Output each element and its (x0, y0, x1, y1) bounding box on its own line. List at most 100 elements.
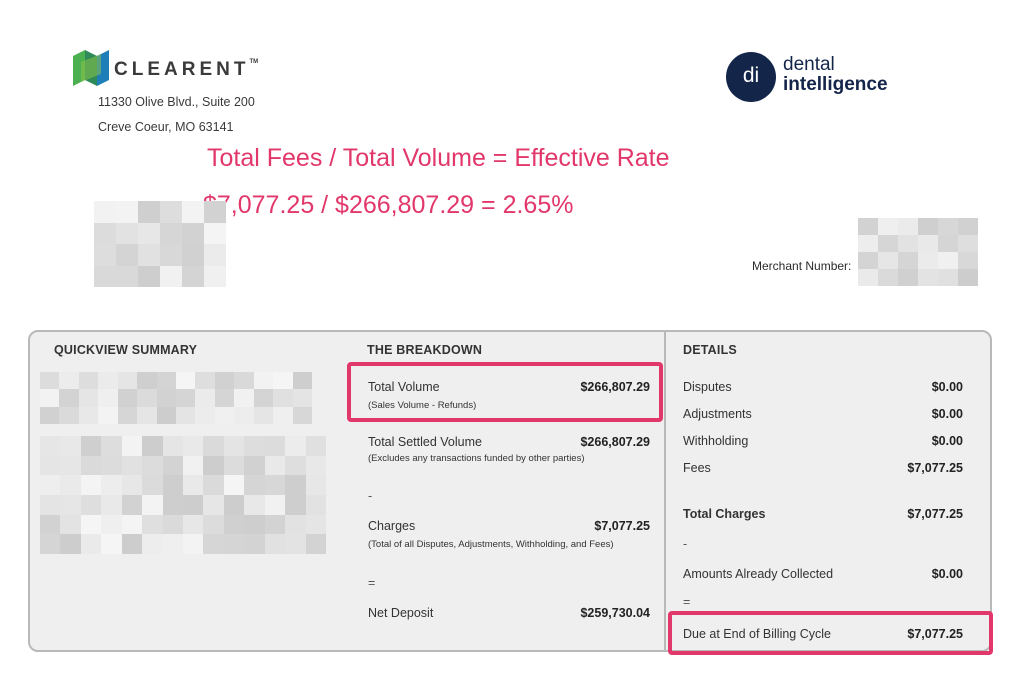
redaction-cell (183, 514, 204, 535)
redaction-cell (116, 201, 138, 223)
redaction-cell (121, 514, 143, 535)
total-charges-value: $7,077.25 (907, 507, 963, 521)
redaction-cell (234, 372, 254, 390)
fees-label: Fees (683, 461, 711, 475)
redaction-cell (142, 455, 163, 476)
details-equals-symbol: = (683, 595, 691, 609)
redaction-cell (183, 455, 204, 476)
breakdown-equals-symbol: = (368, 576, 376, 590)
redaction-cell (60, 455, 81, 476)
redaction-cell (264, 494, 286, 515)
redaction-cell (305, 475, 326, 495)
redaction-cell (121, 494, 143, 515)
redaction-cell (285, 436, 306, 456)
redaction-cell (40, 494, 61, 515)
withholding-label: Withholding (683, 434, 749, 448)
net-deposit-value: $259,730.04 (580, 606, 650, 620)
redaction-cell (214, 406, 235, 424)
clearent-wordmark: CLEARENTTM (114, 59, 259, 80)
redaction-cell (94, 201, 116, 223)
redaction-cell (938, 218, 958, 235)
due-end-of-cycle-value: $7,077.25 (907, 627, 963, 641)
settled-volume-label: Total Settled Volume (368, 435, 482, 449)
dental-intelligence-logo-icon: di (726, 52, 776, 102)
details-minus-symbol: - (683, 537, 688, 551)
redaction-cell (60, 436, 81, 456)
redaction-cell (138, 265, 160, 287)
redaction-cell (137, 406, 157, 424)
redaction-cell (958, 269, 978, 286)
settled-volume-value: $266,807.29 (580, 435, 650, 449)
redaction-cell (203, 514, 224, 535)
redaction-cell (253, 372, 274, 390)
redaction-cell (898, 218, 918, 235)
merchant-number-label: Merchant Number: (752, 259, 852, 273)
adjustments-value: $0.00 (931, 407, 963, 421)
redaction-cell (878, 235, 898, 252)
redaction-cell (234, 389, 254, 407)
redaction-cell (203, 455, 224, 476)
redaction-cell (858, 252, 878, 269)
redaction-cell (918, 218, 938, 235)
redaction-cell (305, 455, 326, 476)
breakdown-minus-symbol: - (368, 489, 373, 503)
redaction-cell (938, 269, 958, 286)
partner-logo-word-2: intelligence (783, 74, 888, 95)
charges-label: Charges (368, 519, 416, 533)
redaction-cell (182, 265, 204, 287)
redaction-cell (59, 389, 79, 407)
disputes-value: $0.00 (931, 380, 963, 394)
redaction-cell (98, 406, 118, 424)
redaction-cell (121, 455, 143, 476)
redaction-cell (292, 372, 312, 390)
redaction-cell (101, 475, 122, 495)
redacted-merchant-number (858, 218, 978, 286)
redaction-cell (40, 475, 61, 495)
redaction-cell (204, 244, 226, 266)
redaction-cell (878, 269, 898, 286)
quickview-summary-heading: QUICKVIEW SUMMARY (54, 343, 198, 357)
redaction-cell (244, 514, 265, 535)
redaction-cell (176, 372, 196, 390)
redaction-cell (285, 494, 306, 515)
settled-volume-note: (Excludes any transactions funded by oth… (368, 453, 585, 464)
redaction-cell (98, 372, 118, 390)
redaction-cell (78, 372, 99, 390)
total-volume-value: $266,807.29 (580, 380, 650, 394)
redaction-cell (223, 455, 245, 476)
redaction-cell (117, 406, 138, 424)
redaction-cell (234, 406, 254, 424)
redaction-cell (253, 389, 274, 407)
redacted-quickview-summary (40, 372, 312, 424)
redaction-cell (214, 372, 235, 390)
redaction-cell (223, 494, 245, 515)
redaction-cell (101, 455, 122, 476)
redaction-cell (142, 436, 163, 456)
redaction-cell (958, 252, 978, 269)
redaction-cell (156, 406, 176, 424)
redaction-cell (858, 235, 878, 252)
redaction-cell (138, 222, 160, 244)
redaction-cell (182, 244, 204, 266)
redaction-cell (162, 494, 183, 515)
redaction-cell (182, 222, 204, 244)
redaction-cell (138, 244, 160, 266)
redaction-cell (121, 475, 143, 495)
withholding-value: $0.00 (931, 434, 963, 448)
logo-initials: di (742, 64, 760, 87)
redaction-cell (195, 389, 215, 407)
net-deposit-label: Net Deposit (368, 606, 434, 620)
redaction-cell (305, 534, 326, 554)
total-volume-label: Total Volume (368, 380, 440, 394)
redaction-cell (78, 389, 99, 407)
redaction-cell (40, 406, 60, 424)
redaction-cell (59, 406, 79, 424)
redaction-cell (203, 475, 224, 495)
redaction-cell (264, 534, 286, 554)
redaction-cell (156, 372, 176, 390)
redaction-cell (162, 436, 183, 456)
redaction-cell (40, 455, 61, 476)
redaction-cell (292, 389, 312, 407)
redaction-cell (898, 252, 918, 269)
redaction-cell (176, 406, 196, 424)
